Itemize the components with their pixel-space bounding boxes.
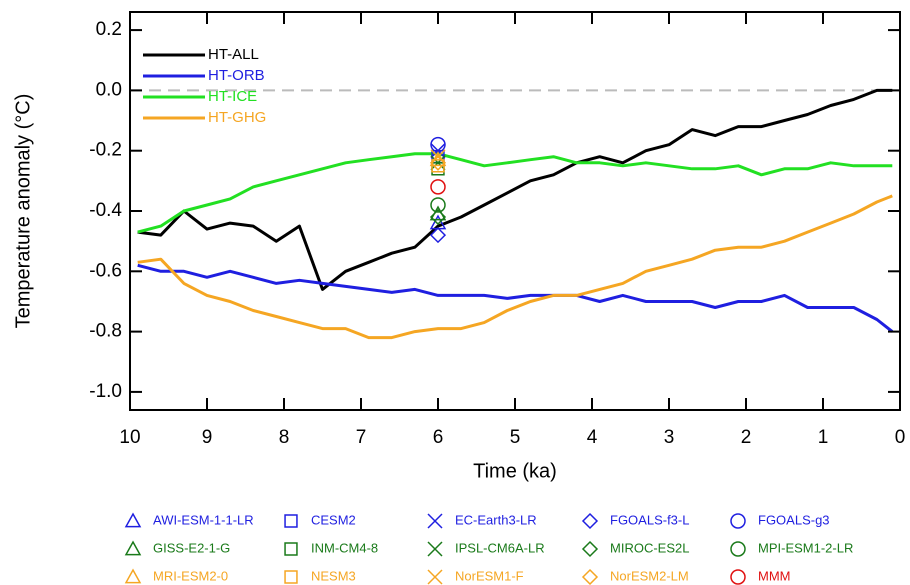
- legend-marker: [730, 513, 746, 529]
- legend-label: HT-ALL: [208, 46, 259, 63]
- legend-marker: [284, 542, 298, 556]
- legend-label: AWI-ESM-1-1-LR: [153, 512, 254, 527]
- legend-label: GISS-E2-1-G: [153, 540, 230, 555]
- legend-label: MPI-ESM1-2-LR: [758, 540, 853, 555]
- legend-label: FGOALS-g3: [758, 512, 830, 527]
- legend-marker: [427, 513, 443, 529]
- legend-marker: [730, 541, 746, 557]
- legend-marker: [124, 568, 142, 584]
- legend-label: MIROC-ES2L: [610, 540, 689, 555]
- model-point: [430, 155, 446, 171]
- series-line: [137, 263, 894, 333]
- x-tick-label: 3: [664, 427, 675, 448]
- x-tick-label: 9: [202, 427, 213, 448]
- y-axis-label: Temperature anomaly (°C): [12, 94, 34, 329]
- model-point: [429, 154, 447, 171]
- x-tick-label: 7: [356, 427, 367, 448]
- model-point: [430, 136, 446, 153]
- x-tick-label: 8: [279, 427, 290, 448]
- x-tick-label: 2: [741, 427, 752, 448]
- model-point: [430, 143, 446, 159]
- legend-marker: [124, 540, 142, 556]
- series-line: [137, 88, 893, 291]
- legend-marker: [124, 512, 142, 528]
- model-point: [429, 208, 447, 226]
- y-tick-label: -0.8: [89, 321, 122, 342]
- y-tick-label: -0.4: [89, 200, 122, 221]
- legend-label: MMM: [758, 568, 791, 583]
- x-tick-label: 5: [510, 427, 521, 448]
- model-point: [431, 159, 445, 173]
- series-line: [137, 194, 893, 340]
- y-tick-label: -1.0: [89, 381, 122, 402]
- model-point: [429, 227, 447, 244]
- legend-label: NorESM1-F: [455, 568, 524, 583]
- x-axis-label: Time (ka): [473, 460, 557, 482]
- legend-label: CESM2: [311, 512, 356, 527]
- legend-marker: [427, 541, 443, 557]
- legend-marker: [581, 512, 599, 530]
- legend-marker: [581, 568, 599, 585]
- model-point: [430, 179, 446, 195]
- legend-label: NorESM2-LM: [610, 568, 689, 583]
- legend-label: EC-Earth3-LR: [455, 512, 537, 527]
- x-tick-label: 0: [895, 427, 906, 448]
- y-tick-label: 0.0: [96, 79, 122, 100]
- legend-marker: [427, 569, 443, 585]
- y-tick-label: 0.2: [96, 19, 122, 40]
- y-tick-label: -0.6: [89, 260, 122, 281]
- model-point: [430, 197, 446, 213]
- legend-label: NESM3: [311, 568, 356, 583]
- legend-marker: [284, 514, 298, 528]
- legend-label: FGOALS-f3-L: [610, 512, 689, 527]
- x-tick-label: 10: [119, 427, 140, 448]
- series-line: [137, 152, 893, 234]
- legend-marker: [284, 570, 298, 584]
- x-tick-label: 6: [433, 427, 444, 448]
- legend-label: HT-ICE: [208, 88, 257, 105]
- x-tick-label: 4: [587, 427, 598, 448]
- legend-label: HT-GHG: [208, 109, 266, 126]
- y-tick-label: -0.2: [89, 140, 122, 161]
- x-tick-label: 1: [818, 427, 829, 448]
- legend-label: HT-ORB: [208, 67, 265, 84]
- legend-marker: [581, 540, 599, 558]
- legend-label: INM-CM4-8: [311, 540, 378, 555]
- legend-marker: [730, 569, 746, 585]
- legend-label: IPSL-CM6A-LR: [455, 540, 545, 555]
- legend-label: MRI-ESM2-0: [153, 568, 228, 583]
